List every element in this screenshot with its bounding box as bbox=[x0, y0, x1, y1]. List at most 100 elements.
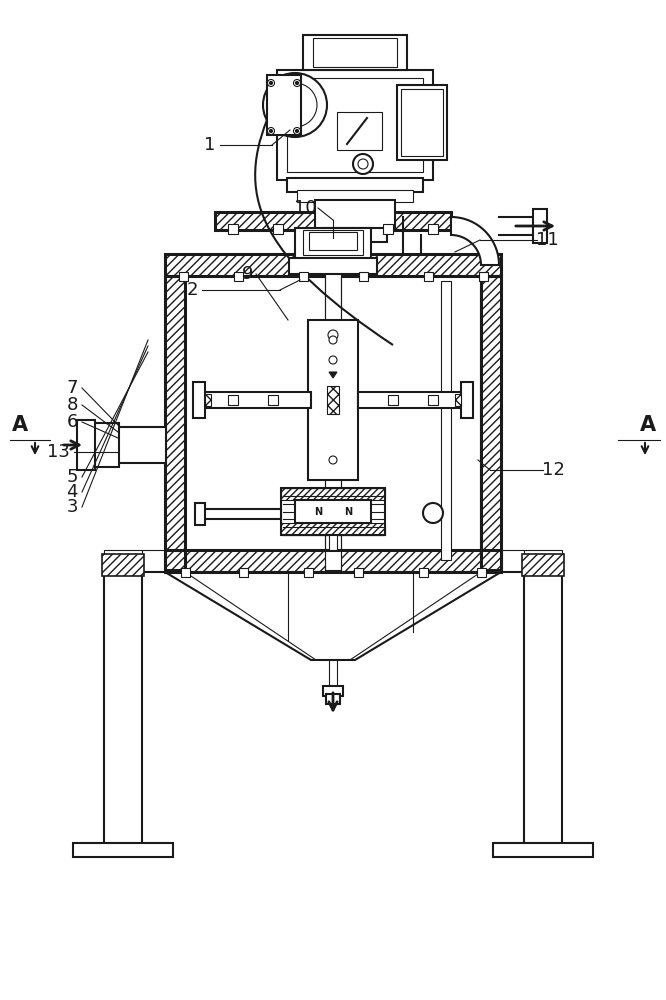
Bar bbox=[359, 272, 368, 281]
Bar bbox=[441, 281, 451, 560]
Bar bbox=[388, 395, 398, 405]
Bar bbox=[297, 190, 413, 202]
Bar bbox=[287, 178, 423, 192]
Circle shape bbox=[270, 129, 272, 132]
Circle shape bbox=[268, 80, 274, 87]
Bar bbox=[287, 78, 423, 172]
Bar bbox=[524, 550, 562, 572]
Bar bbox=[424, 272, 433, 281]
Text: A: A bbox=[12, 415, 28, 435]
Bar bbox=[461, 382, 473, 418]
Circle shape bbox=[296, 82, 298, 85]
Bar bbox=[281, 523, 385, 535]
Circle shape bbox=[268, 127, 274, 134]
Bar bbox=[203, 509, 281, 519]
Text: A: A bbox=[640, 415, 656, 435]
Bar bbox=[477, 568, 486, 577]
Bar bbox=[481, 276, 501, 570]
Bar bbox=[267, 75, 301, 135]
Bar bbox=[77, 420, 95, 470]
Bar bbox=[102, 554, 144, 576]
Bar bbox=[165, 276, 185, 570]
Bar bbox=[354, 568, 363, 577]
Bar bbox=[215, 212, 451, 230]
Bar bbox=[326, 694, 340, 704]
Bar bbox=[228, 395, 238, 405]
Bar bbox=[281, 488, 385, 500]
Bar bbox=[397, 85, 447, 160]
Bar bbox=[239, 568, 248, 577]
Bar bbox=[337, 112, 382, 150]
Text: 1: 1 bbox=[204, 136, 216, 154]
Bar bbox=[358, 392, 466, 408]
Text: N: N bbox=[344, 507, 352, 517]
Bar bbox=[93, 423, 119, 467]
Bar bbox=[273, 224, 283, 234]
Bar bbox=[401, 89, 443, 156]
Text: 12: 12 bbox=[541, 461, 565, 479]
Circle shape bbox=[353, 154, 373, 174]
Bar bbox=[323, 686, 343, 696]
Circle shape bbox=[358, 159, 368, 169]
Bar bbox=[479, 272, 488, 281]
Circle shape bbox=[296, 129, 298, 132]
Bar bbox=[104, 574, 142, 845]
Bar bbox=[165, 550, 501, 572]
Bar bbox=[203, 392, 311, 408]
Circle shape bbox=[329, 336, 337, 344]
Bar bbox=[277, 70, 433, 180]
Bar bbox=[303, 35, 407, 70]
Bar bbox=[308, 320, 358, 480]
Bar bbox=[419, 568, 428, 577]
Circle shape bbox=[270, 82, 272, 85]
Polygon shape bbox=[165, 572, 501, 660]
Bar bbox=[185, 276, 481, 570]
Bar bbox=[299, 272, 308, 281]
Bar bbox=[179, 272, 188, 281]
Circle shape bbox=[423, 503, 443, 523]
Bar bbox=[268, 395, 278, 405]
Bar bbox=[215, 212, 451, 230]
Circle shape bbox=[273, 83, 317, 127]
Bar bbox=[522, 554, 564, 576]
Bar bbox=[118, 427, 166, 463]
Bar bbox=[524, 574, 562, 845]
Text: 3: 3 bbox=[66, 498, 78, 516]
Bar bbox=[205, 394, 211, 406]
Text: 11: 11 bbox=[535, 231, 558, 249]
Bar bbox=[428, 395, 438, 405]
Circle shape bbox=[263, 73, 327, 137]
Bar bbox=[303, 230, 363, 255]
Bar bbox=[309, 232, 357, 250]
Bar bbox=[195, 503, 205, 525]
Text: 8: 8 bbox=[67, 396, 78, 414]
Bar bbox=[481, 276, 501, 570]
Circle shape bbox=[329, 456, 337, 464]
Bar bbox=[295, 228, 371, 260]
Bar bbox=[181, 568, 190, 577]
Text: 13: 13 bbox=[47, 443, 69, 461]
Circle shape bbox=[329, 356, 337, 364]
Bar bbox=[315, 200, 395, 230]
Bar bbox=[313, 38, 397, 67]
Circle shape bbox=[328, 330, 338, 340]
Bar bbox=[289, 258, 377, 274]
Text: 4: 4 bbox=[66, 483, 78, 501]
Bar bbox=[499, 217, 533, 235]
Text: 5: 5 bbox=[66, 468, 78, 486]
Bar bbox=[165, 254, 501, 276]
Bar bbox=[73, 843, 173, 857]
Bar bbox=[304, 568, 313, 577]
Text: 2: 2 bbox=[186, 281, 198, 299]
Circle shape bbox=[294, 80, 300, 87]
Bar bbox=[533, 209, 547, 243]
Bar bbox=[329, 660, 337, 690]
Bar bbox=[323, 228, 387, 242]
Bar bbox=[295, 500, 371, 523]
Bar bbox=[327, 386, 339, 414]
Bar bbox=[325, 246, 341, 570]
Circle shape bbox=[294, 127, 300, 134]
Bar bbox=[329, 535, 337, 550]
Bar bbox=[165, 550, 501, 572]
Polygon shape bbox=[329, 372, 337, 378]
